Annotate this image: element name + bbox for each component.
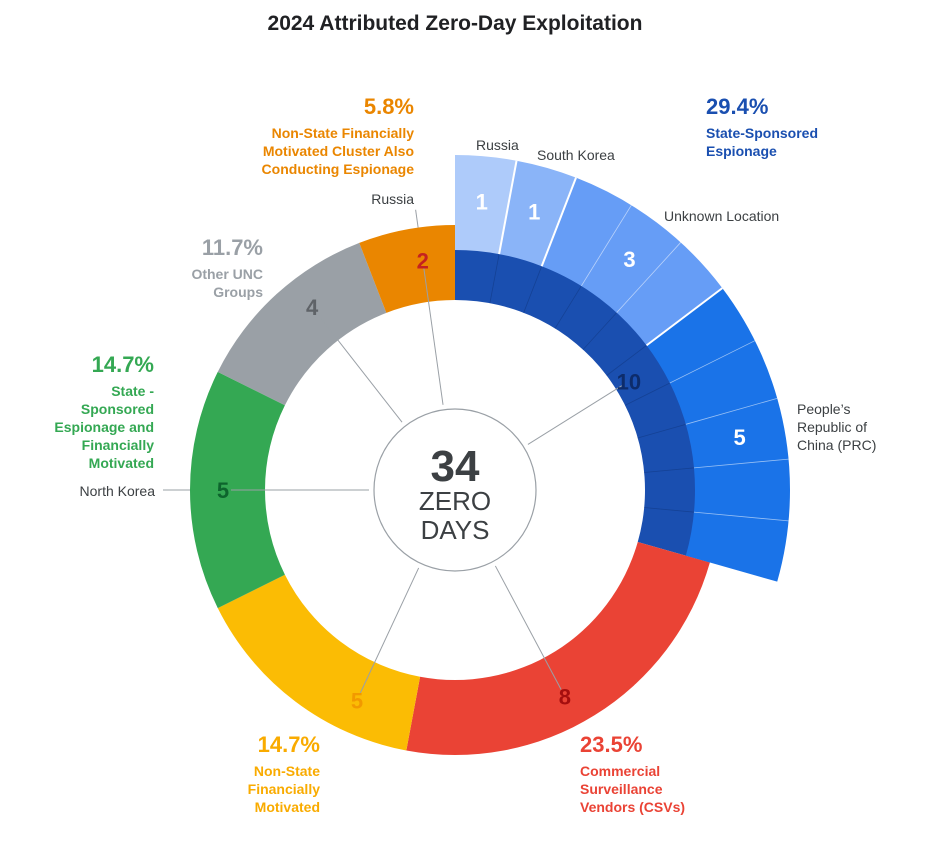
category-name-state-financial: State -Sponsored Espionage and Financially… bbox=[54, 383, 154, 471]
category-percent-state-financial: 14.7% bbox=[92, 352, 154, 377]
outer-divider bbox=[693, 511, 789, 522]
slice-state-espionage bbox=[455, 225, 720, 563]
category-percent-other-unc: 11.7% bbox=[202, 235, 263, 260]
subcategory-label-north-korea: North Korea bbox=[80, 483, 156, 499]
slice-cluster-espionage bbox=[359, 225, 455, 313]
center-unit-line2: DAYS bbox=[421, 515, 490, 545]
subcategory-label-1: Russia bbox=[476, 137, 519, 153]
outer-value-4: 5 bbox=[733, 425, 745, 450]
leader-lines bbox=[163, 209, 623, 694]
center-total: 34 bbox=[431, 442, 480, 491]
slice-value-other-unc: 4 bbox=[306, 295, 319, 320]
outer-ring bbox=[455, 155, 791, 582]
outer-separator bbox=[540, 177, 577, 267]
center-label: 34 ZERO DAYS bbox=[373, 408, 537, 572]
category-percent-csv: 23.5% bbox=[580, 732, 642, 757]
outer-divider bbox=[693, 458, 789, 469]
category-percent-state-espionage: 29.4% bbox=[706, 94, 768, 119]
labels: 10 8 5 5 4 2 1 1 3 5 29.4% State-Sponsored Espionage… bbox=[54, 94, 876, 815]
leader-line bbox=[527, 385, 623, 445]
subcategory-label-cluster-russia: Russia bbox=[371, 191, 414, 207]
category-name-cluster-espionage: Non-State Financially Motivated Cluster A… bbox=[262, 125, 415, 177]
chart-title: 2024 Attributed Zero-Day Exploitation bbox=[268, 12, 643, 35]
outer-value-3: 3 bbox=[623, 247, 635, 272]
category-percent-nonstate-financial: 14.7% bbox=[258, 732, 320, 757]
slice-value-csv: 8 bbox=[559, 685, 571, 710]
category-name-nonstate-financial: Non-State Financially Motivated bbox=[248, 763, 321, 815]
center-circle bbox=[373, 408, 537, 572]
subcategory-label-4: People’s Republic of China (PRC) bbox=[797, 401, 876, 453]
outer-divider bbox=[669, 340, 756, 384]
slice-other-unc bbox=[217, 242, 387, 406]
leader-line bbox=[494, 565, 562, 690]
outer-slice-3 bbox=[541, 177, 723, 346]
outer-divider bbox=[581, 204, 632, 287]
slice-value-nonstate-financial: 5 bbox=[351, 688, 363, 713]
leader-line-cluster-russia bbox=[415, 209, 419, 228]
category-name-state-espionage: State-Sponsored Espionage bbox=[706, 125, 818, 159]
leader-line bbox=[316, 313, 403, 423]
category-percent-cluster-espionage: 5.8% bbox=[364, 94, 414, 119]
outer-separator bbox=[498, 160, 518, 255]
category-name-csv: Commercial Surveillance Vendors (CSVs) bbox=[580, 763, 685, 815]
leader-line bbox=[359, 567, 420, 694]
slice-value-state-financial: 5 bbox=[217, 478, 229, 503]
outer-value-2: 1 bbox=[528, 200, 540, 225]
leader-line bbox=[423, 268, 444, 405]
category-name-other-unc: Other UNC Groups bbox=[191, 266, 263, 300]
inner-ring bbox=[190, 225, 720, 755]
slice-value-state-espionage: 10 bbox=[617, 369, 641, 394]
subcategory-label-3: Unknown Location bbox=[664, 208, 779, 224]
outer-divider bbox=[685, 397, 778, 425]
outer-slice-1 bbox=[455, 155, 517, 255]
outer-slice-2 bbox=[499, 160, 577, 267]
slice-nonstate-financial bbox=[217, 574, 421, 751]
slice-value-cluster-espionage: 2 bbox=[417, 248, 429, 273]
slice-csv bbox=[406, 541, 710, 755]
center-unit-line1: ZERO bbox=[419, 486, 491, 516]
outer-slice-4 bbox=[646, 288, 791, 582]
outer-separator bbox=[645, 287, 723, 347]
outer-divider bbox=[616, 242, 681, 313]
outer-value-1: 1 bbox=[476, 190, 488, 215]
subcategory-label-2: South Korea bbox=[537, 147, 615, 163]
